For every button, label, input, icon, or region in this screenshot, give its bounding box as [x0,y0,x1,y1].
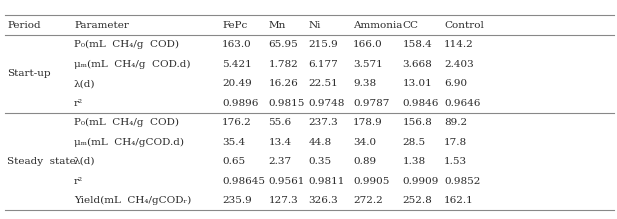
Text: 20.49: 20.49 [222,79,252,88]
Text: 1.782: 1.782 [268,60,298,69]
Text: λ(d): λ(d) [74,79,96,88]
Text: 0.9811: 0.9811 [308,177,345,185]
Text: 0.9646: 0.9646 [444,99,481,108]
Text: 65.95: 65.95 [268,40,298,49]
Text: 35.4: 35.4 [222,138,245,147]
Text: μₘ(mL  CH₄/g  COD.d): μₘ(mL CH₄/g COD.d) [74,60,191,69]
Text: 9.38: 9.38 [353,79,376,88]
Text: 0.9846: 0.9846 [402,99,439,108]
Text: Start-up: Start-up [7,69,51,78]
Text: 0.9561: 0.9561 [268,177,305,185]
Text: 272.2: 272.2 [353,196,383,205]
Text: CC: CC [402,21,418,30]
Text: 89.2: 89.2 [444,118,467,127]
Text: μₘ(mL  CH₄/gCOD.d): μₘ(mL CH₄/gCOD.d) [74,138,184,147]
Text: 1.53: 1.53 [444,157,467,166]
Text: 156.8: 156.8 [402,118,432,127]
Text: 0.9815: 0.9815 [268,99,305,108]
Text: 252.8: 252.8 [402,196,432,205]
Text: 215.9: 215.9 [308,40,338,49]
Text: r²: r² [74,177,83,185]
Text: 44.8: 44.8 [308,138,331,147]
Text: 178.9: 178.9 [353,118,383,127]
Text: Period: Period [7,21,41,30]
Text: 0.9787: 0.9787 [353,99,389,108]
Text: 13.4: 13.4 [268,138,291,147]
Text: 5.421: 5.421 [222,60,252,69]
Text: r²: r² [74,99,83,108]
Text: 3.668: 3.668 [402,60,432,69]
Text: 55.6: 55.6 [268,118,291,127]
Text: 2.403: 2.403 [444,60,474,69]
Text: 127.3: 127.3 [268,196,298,205]
Text: 28.5: 28.5 [402,138,425,147]
Text: 114.2: 114.2 [444,40,474,49]
Text: 6.90: 6.90 [444,79,467,88]
Text: Control: Control [444,21,484,30]
Text: Ammonia: Ammonia [353,21,402,30]
Text: 158.4: 158.4 [402,40,432,49]
Text: Parameter: Parameter [74,21,129,30]
Text: 0.89: 0.89 [353,157,376,166]
Text: 6.177: 6.177 [308,60,338,69]
Text: 235.9: 235.9 [222,196,252,205]
Text: λ(d): λ(d) [74,157,96,166]
Text: 163.0: 163.0 [222,40,252,49]
Text: 326.3: 326.3 [308,196,338,205]
Text: 3.571: 3.571 [353,60,383,69]
Text: 2.37: 2.37 [268,157,291,166]
Text: 0.98645: 0.98645 [222,177,265,185]
Text: 1.38: 1.38 [402,157,425,166]
Text: P₀(mL  CH₄/g  COD): P₀(mL CH₄/g COD) [74,118,179,127]
Text: Yield(mL  CH₄/gCODᵣ): Yield(mL CH₄/gCODᵣ) [74,196,191,205]
Text: Ni: Ni [308,21,321,30]
Text: P₀(mL  CH₄/g  COD): P₀(mL CH₄/g COD) [74,40,179,49]
Text: Mn: Mn [268,21,286,30]
Text: Steady  state: Steady state [7,157,76,166]
Text: 162.1: 162.1 [444,196,474,205]
Text: 0.9909: 0.9909 [402,177,439,185]
Text: 237.3: 237.3 [308,118,338,127]
Text: FePc: FePc [222,21,247,30]
Text: 16.26: 16.26 [268,79,298,88]
Text: 0.65: 0.65 [222,157,245,166]
Text: 22.51: 22.51 [308,79,338,88]
Text: 13.01: 13.01 [402,79,432,88]
Text: 0.9896: 0.9896 [222,99,259,108]
Text: 34.0: 34.0 [353,138,376,147]
Text: 0.35: 0.35 [308,157,331,166]
Text: 0.9852: 0.9852 [444,177,481,185]
Text: 176.2: 176.2 [222,118,252,127]
Text: 0.9905: 0.9905 [353,177,389,185]
Text: 17.8: 17.8 [444,138,467,147]
Text: 166.0: 166.0 [353,40,383,49]
Text: 0.9748: 0.9748 [308,99,345,108]
